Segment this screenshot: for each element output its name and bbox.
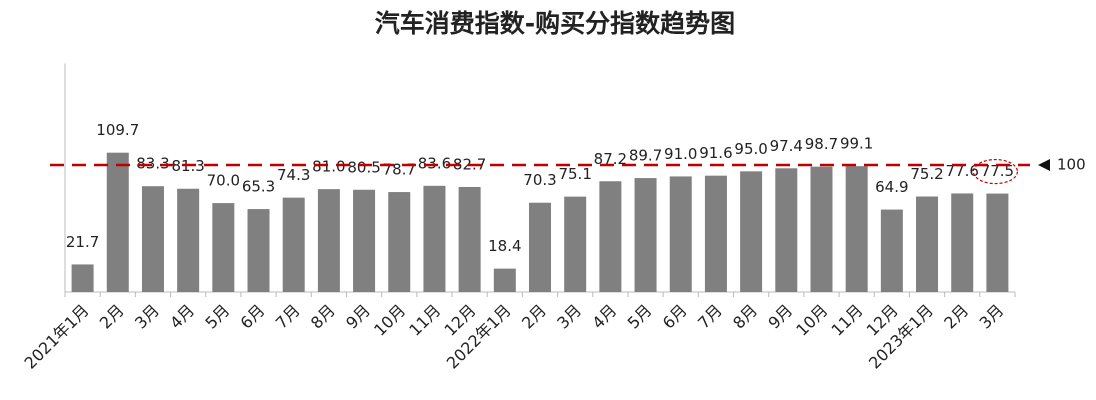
x-tick-label: 8月 [307, 301, 339, 333]
bar [423, 185, 446, 292]
x-tick-label: 7月 [694, 301, 726, 333]
bar [106, 152, 129, 292]
x-tick-label: 3月 [131, 301, 163, 333]
x-tick-label: 7月 [272, 301, 304, 333]
x-tick-label: 9月 [342, 301, 374, 333]
bar [564, 196, 587, 292]
value-label: 70.3 [523, 171, 556, 189]
value-label: 99.1 [840, 135, 873, 153]
bar [247, 209, 270, 292]
bar [740, 171, 763, 292]
x-tick-label: 6月 [659, 301, 691, 333]
value-label: 75.2 [910, 165, 943, 183]
x-tick-label: 4月 [166, 301, 198, 333]
bar [775, 168, 798, 292]
bar [986, 193, 1009, 292]
x-tick-label: 2021年1月 [21, 301, 93, 373]
x-tick-label: 5月 [624, 301, 656, 333]
bar [282, 197, 305, 292]
x-tick-label: 5月 [201, 301, 233, 333]
bar [599, 181, 622, 292]
value-label: 75.1 [558, 165, 591, 183]
value-label: 65.3 [242, 178, 275, 196]
bar [529, 202, 551, 292]
bar [493, 268, 516, 292]
x-tick-label: 10月 [792, 301, 831, 340]
bar [845, 166, 868, 292]
bar [388, 192, 411, 292]
value-label: 81.0 [312, 158, 345, 176]
bar [353, 189, 376, 292]
bar [141, 186, 164, 292]
bar [317, 189, 340, 292]
value-label: 18.4 [488, 237, 521, 255]
value-label: 89.7 [629, 147, 662, 165]
x-tick-label: 8月 [729, 301, 761, 333]
bar [916, 196, 939, 292]
bar [880, 209, 903, 292]
bar [669, 176, 692, 292]
value-label: 64.9 [875, 178, 908, 196]
value-label: 97.4 [770, 137, 803, 155]
value-label: 74.3 [277, 166, 310, 184]
bar [212, 203, 235, 292]
x-tick-label: 3月 [975, 301, 1007, 333]
x-tick-label: 4月 [588, 301, 620, 333]
value-label: 77.5 [981, 162, 1014, 180]
bar [458, 186, 481, 292]
value-label: 87.2 [594, 150, 627, 168]
value-label: 80.5 [347, 158, 380, 176]
value-label: 109.7 [96, 121, 139, 139]
value-label: 91.6 [699, 144, 732, 162]
value-label: 70.0 [207, 172, 240, 190]
value-label: 83.3 [136, 155, 169, 173]
value-label: 21.7 [66, 233, 99, 251]
x-tick-label: 9月 [764, 301, 796, 333]
bar [634, 178, 657, 292]
bar [951, 193, 974, 292]
x-tick-label: 2月 [96, 301, 128, 333]
value-label: 78.7 [383, 161, 416, 179]
highlight [972, 158, 1019, 185]
value-label: 95.0 [734, 140, 767, 158]
value-label: 91.0 [664, 145, 697, 163]
bar [177, 188, 200, 292]
x-tick-label: 6月 [237, 301, 269, 333]
reference-label: 100 [1057, 156, 1086, 174]
chart-title: 汽车消费指数-购买分指数趋势图 [375, 9, 735, 38]
value-label: 77.6 [946, 162, 979, 180]
x-tick-label: 11月 [405, 301, 444, 340]
x-tick-label: 11月 [828, 301, 867, 340]
x-tick-label: 2月 [518, 301, 550, 333]
value-label: 83.6 [418, 154, 451, 172]
reference-arrow [1038, 159, 1050, 171]
bar [71, 264, 94, 292]
bar [704, 175, 727, 292]
value-label: 98.7 [805, 135, 838, 153]
bar [810, 166, 833, 292]
x-tick-label: 10月 [370, 301, 409, 340]
x-tick-label: 3月 [553, 301, 585, 333]
x-tick-label: 2月 [940, 301, 972, 333]
